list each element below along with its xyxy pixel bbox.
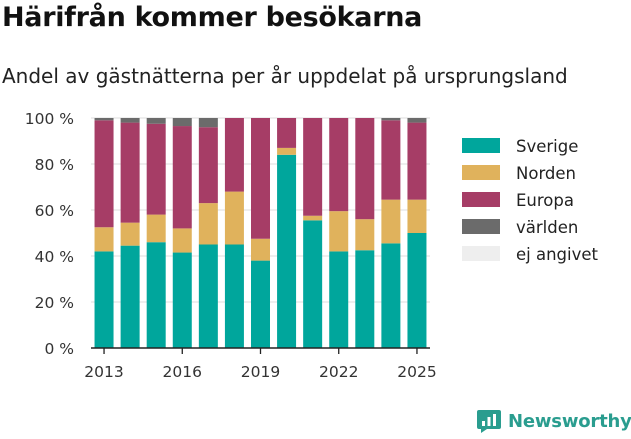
bar-segment xyxy=(198,118,218,128)
bar-segment xyxy=(251,238,270,261)
bar-segment xyxy=(329,211,349,252)
bar-segment xyxy=(251,260,270,348)
brand-logo: Newsworthy xyxy=(476,408,631,434)
legend-label: ej angivet xyxy=(516,245,599,264)
legend-swatch xyxy=(462,246,500,261)
bar-segment xyxy=(224,118,244,192)
bar-segment xyxy=(277,147,297,155)
y-tick-label: 80 % xyxy=(35,156,74,174)
bar-segment xyxy=(329,251,349,348)
bar-segment xyxy=(224,244,244,348)
bars xyxy=(94,118,427,348)
bar-segment xyxy=(120,122,140,223)
bar-segment xyxy=(381,118,401,121)
x-axis-ticks: 2013 2016 2019 2022 2025 xyxy=(84,348,437,381)
bar-segment xyxy=(224,191,244,245)
bar-segment xyxy=(198,244,218,348)
bar-segment xyxy=(94,251,114,348)
x-tick-label: 2013 xyxy=(84,363,123,381)
bar-segment xyxy=(146,214,166,243)
x-tick-label: 2022 xyxy=(319,363,358,381)
bar-segment xyxy=(355,118,375,220)
y-tick-label: 20 % xyxy=(35,294,74,312)
legend: Sverige Norden Europa världen ej angivet xyxy=(462,137,599,264)
legend-label: Norden xyxy=(516,164,576,183)
legend-swatch xyxy=(462,138,500,153)
y-tick-label: 60 % xyxy=(35,202,74,220)
bar-segment xyxy=(381,243,401,348)
bar-segment xyxy=(120,118,140,123)
bar-segment xyxy=(381,120,401,200)
bar-segment xyxy=(251,118,270,239)
legend-label: Europa xyxy=(516,191,574,210)
bar-segment xyxy=(303,118,323,216)
bar-segment xyxy=(355,219,375,251)
y-tick-label: 0 % xyxy=(44,340,74,358)
bar-segment xyxy=(355,250,375,348)
legend-swatch xyxy=(462,219,500,234)
bar-segment xyxy=(172,228,192,253)
bar-segment xyxy=(94,118,114,121)
bar-segment xyxy=(94,120,114,228)
bar-segment xyxy=(303,215,323,221)
bar-segment xyxy=(407,118,427,123)
x-tick-label: 2016 xyxy=(163,363,202,381)
y-tick-label: 40 % xyxy=(35,248,74,266)
legend-swatch xyxy=(462,192,500,207)
chart-subtitle: Andel av gästnätterna per år uppdelat på… xyxy=(2,64,568,88)
bar-segment xyxy=(407,233,427,348)
chart-logo-icon xyxy=(477,410,501,433)
bar-segment xyxy=(303,220,323,348)
bar-segment xyxy=(381,199,401,244)
legend-swatch xyxy=(462,165,500,180)
bar-segment xyxy=(198,203,218,245)
legend-label: Sverige xyxy=(516,137,578,156)
bar-segment xyxy=(94,227,114,252)
x-tick-label: 2025 xyxy=(397,363,436,381)
bar-segment xyxy=(172,126,192,229)
bar-segment xyxy=(407,122,427,200)
bar-segment xyxy=(120,245,140,348)
legend-label: världen xyxy=(516,218,578,237)
bar-segment xyxy=(329,118,349,212)
bar-segment xyxy=(172,118,192,127)
bar-segment xyxy=(146,118,166,124)
bar-segment xyxy=(407,199,427,233)
bar-segment xyxy=(120,222,140,246)
chart-title: Härifrån kommer besökarna xyxy=(2,2,423,33)
bar-segment xyxy=(172,252,192,348)
bar-segment xyxy=(277,118,297,148)
y-axis-labels: 0 % 20 % 40 % 60 % 80 % 100 % xyxy=(25,110,74,358)
bar-segment xyxy=(146,242,166,348)
bar-segment xyxy=(277,154,297,348)
brand-name: Newsworthy xyxy=(508,410,631,432)
bar-segment xyxy=(146,123,166,215)
bar-segment xyxy=(198,127,218,204)
x-tick-label: 2019 xyxy=(241,363,280,381)
y-tick-label: 100 % xyxy=(25,110,74,128)
